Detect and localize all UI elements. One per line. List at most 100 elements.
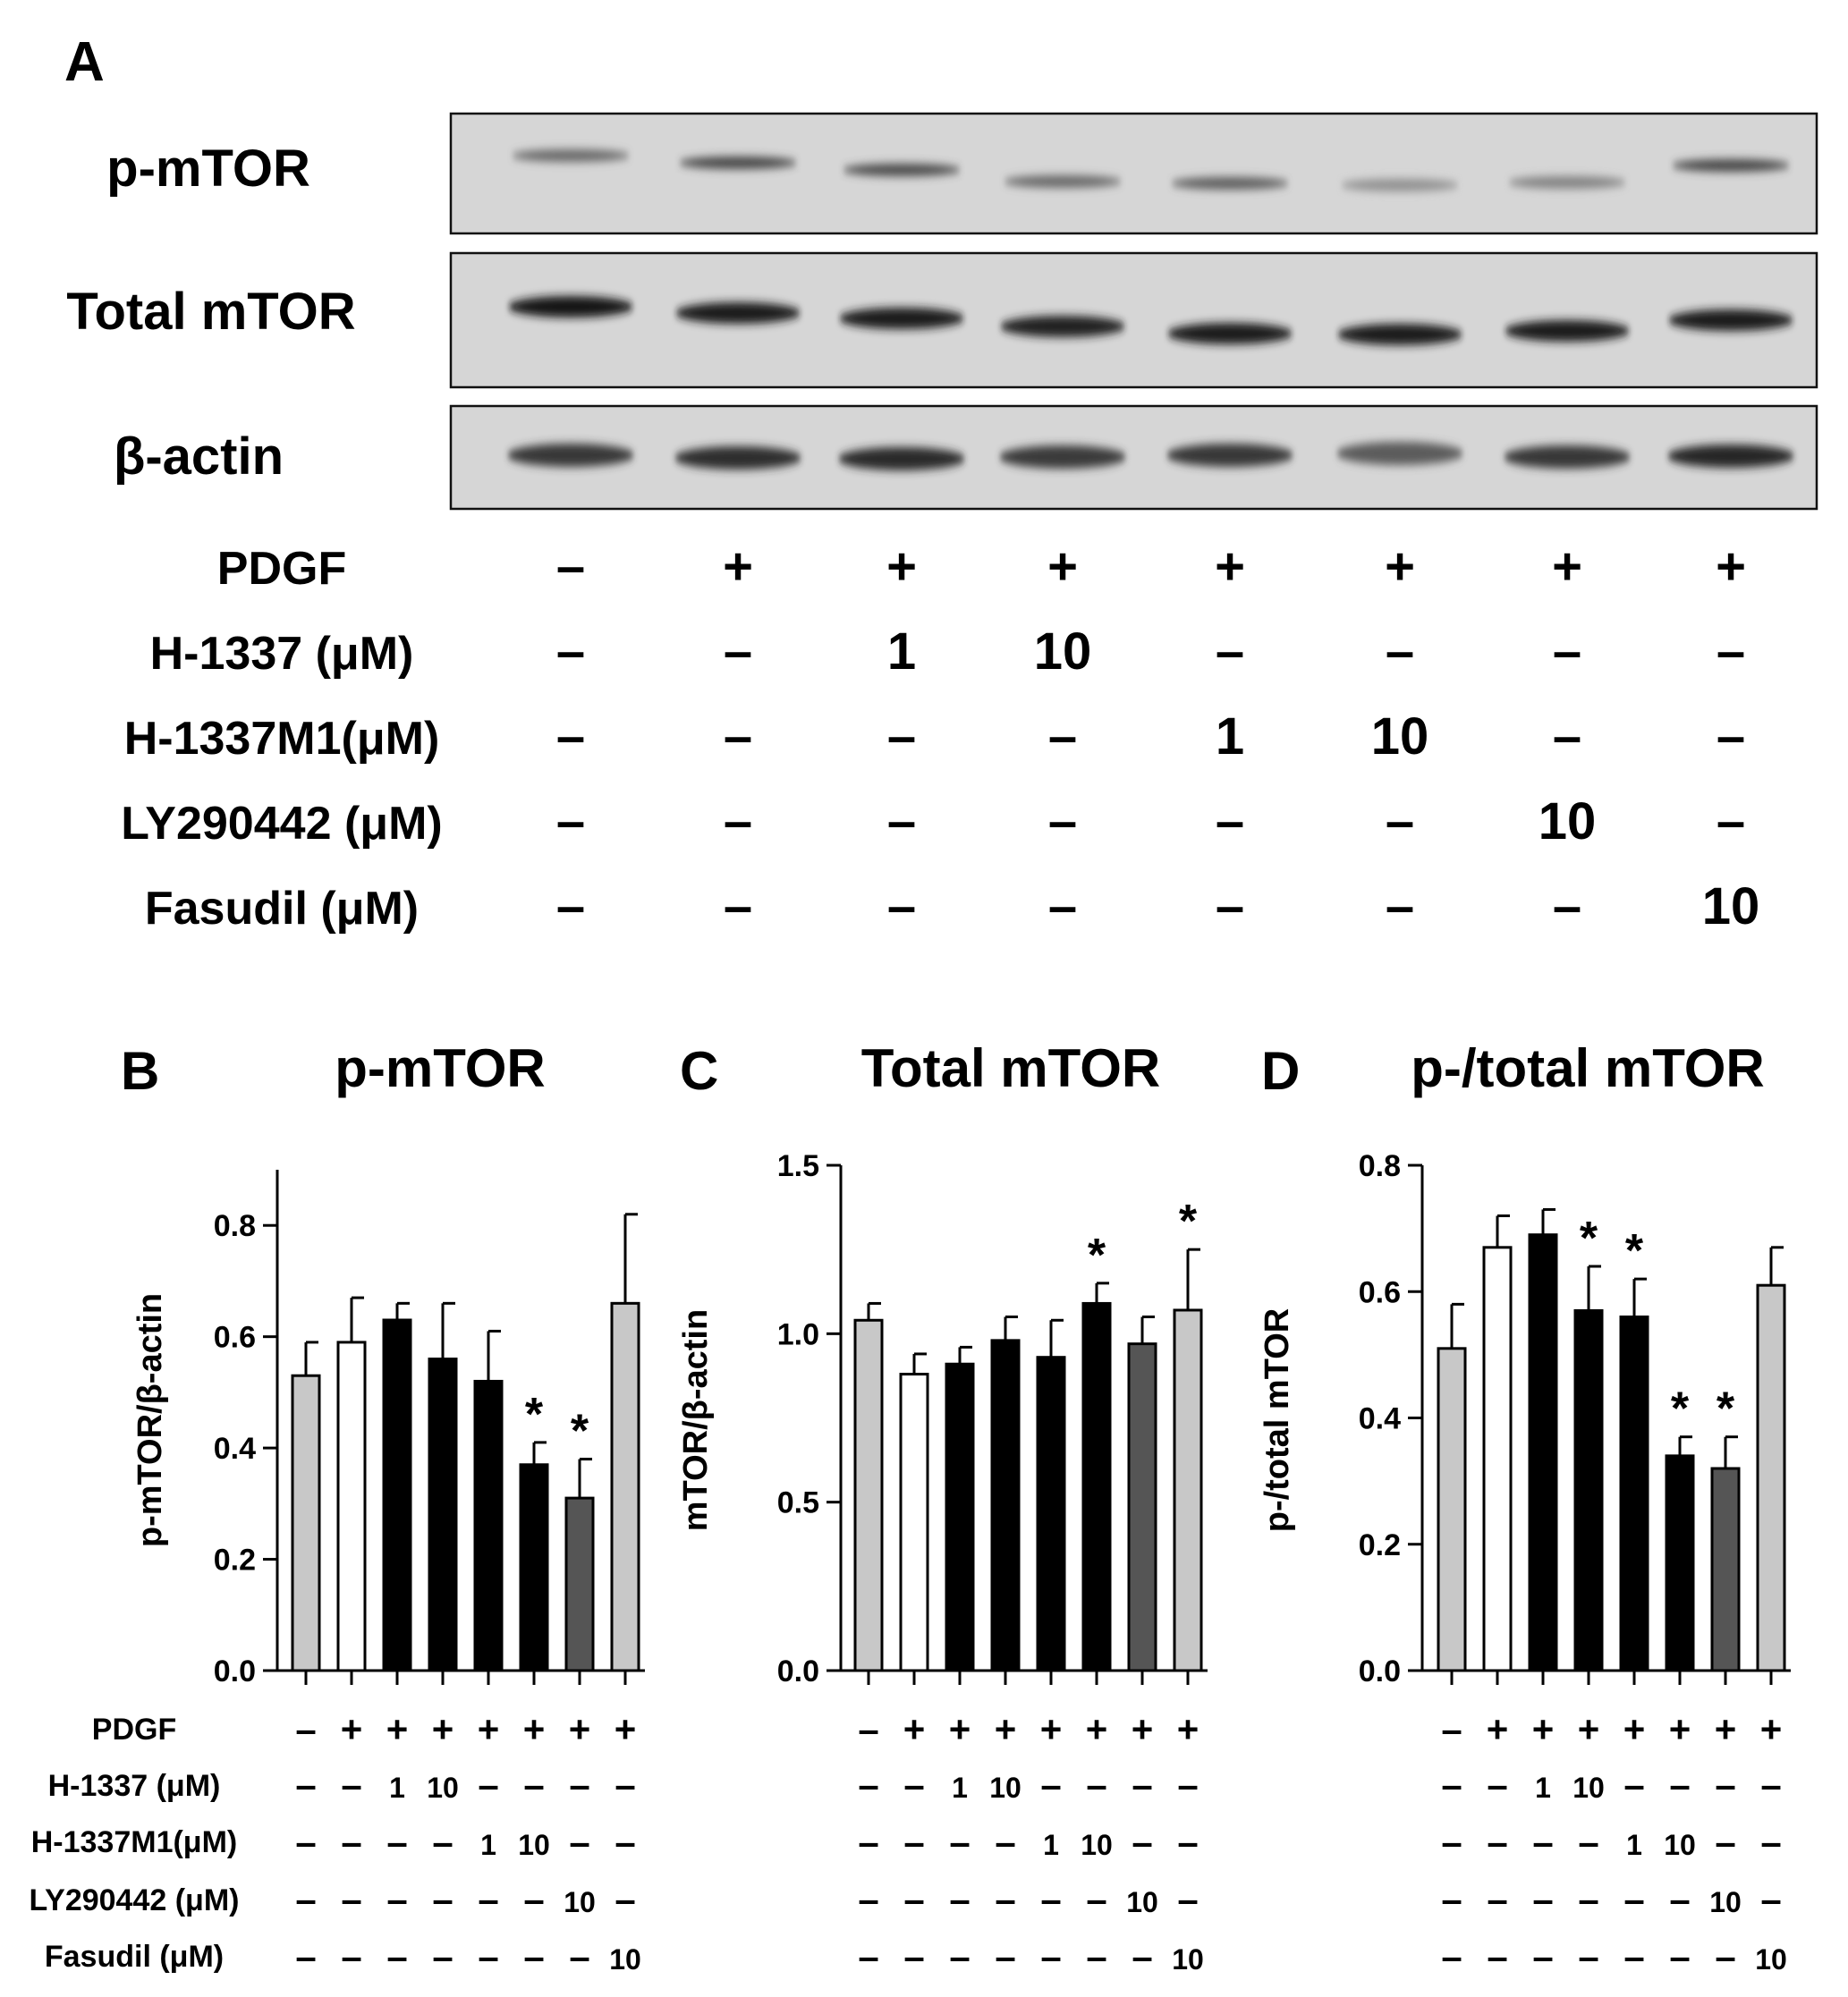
p-total-mtor-significance-7: * xyxy=(1717,1384,1735,1435)
panel-c-title: Total mTOR xyxy=(861,1038,1160,1098)
p-mtor-condition-fasudil-m-8: 10 xyxy=(609,1943,641,1976)
total-mtor-y-tick-label: 0.5 xyxy=(777,1486,819,1520)
p-mtor-condition-fasudil-m-1: – xyxy=(295,1935,316,1977)
p-mtor-bar-3 xyxy=(382,1318,412,1672)
p-total-mtor-condition-fasudil-m-1: – xyxy=(1441,1935,1462,1977)
p-mtor-condition-pdgf-6: + xyxy=(523,1708,546,1750)
condition-cell-ly290442-m-lane-7: 10 xyxy=(1539,792,1597,850)
total-mtor-bar-5 xyxy=(1036,1356,1066,1672)
condition-cell-h-1337m1-m-lane-3: – xyxy=(887,707,916,766)
total-mtor-condition-ly290442-m-6: – xyxy=(1086,1878,1106,1920)
p-mtor-condition-h-1337m1-m-4: – xyxy=(432,1821,453,1863)
p-mtor-condition-fasudil-m-4: – xyxy=(432,1935,453,1977)
panel-a-condition-table: PDGF H-1337 (μM) H-1337M1(μM) LY290442 (… xyxy=(121,537,1759,935)
p-mtor-y-tick-label: 0.6 xyxy=(214,1321,256,1355)
condition-cell-pdgf-lane-6: + xyxy=(1385,537,1415,596)
total-mtor-bar-6 xyxy=(1081,1301,1112,1672)
total-mtor-y-tick-label: 0.0 xyxy=(777,1654,819,1688)
p-total-mtor-condition-fasudil-m-4: – xyxy=(1578,1935,1598,1977)
condition-cell-pdgf-lane-5: + xyxy=(1215,537,1245,596)
p-total-mtor-condition-fasudil-m-6: – xyxy=(1669,1935,1690,1977)
total-mtor-condition-h-1337m1-m-6: 10 xyxy=(1081,1829,1113,1861)
band-total-mtor-lane-1 xyxy=(508,296,633,317)
band-p-mtor-lane-1 xyxy=(512,149,630,162)
chart-condition-label-fasudil: Fasudil (μM) xyxy=(45,1940,224,1974)
total-mtor-condition-ly290442-m-5: – xyxy=(1040,1878,1061,1920)
p-total-mtor-condition-h-1337m1-m-2: – xyxy=(1487,1821,1507,1863)
p-total-mtor-condition-pdgf-4: + xyxy=(1578,1708,1600,1750)
total-mtor-condition-h-1337-m-2: – xyxy=(903,1764,924,1806)
condition-cell-pdgf-lane-1: – xyxy=(556,537,585,596)
blot-label-p-mtor: p-mTOR xyxy=(106,140,310,198)
p-total-mtor-condition-ly290442-m-3: – xyxy=(1532,1878,1553,1920)
total-mtor-condition-pdgf-6: + xyxy=(1086,1708,1108,1750)
panel-b-header: B p-mTOR xyxy=(121,1038,546,1101)
condition-cell-fasudil-m-lane-8: 10 xyxy=(1702,877,1760,935)
p-total-mtor-bar-4 xyxy=(1573,1308,1604,1672)
p-total-mtor-condition-ly290442-m-6: – xyxy=(1669,1878,1690,1920)
p-mtor-condition-ly290442-m-3: – xyxy=(386,1878,407,1920)
condition-cell-h-1337m1-m-lane-2: – xyxy=(724,707,752,766)
p-mtor-condition-h-1337-m-2: – xyxy=(341,1764,361,1806)
total-mtor-bar-7 xyxy=(1127,1342,1157,1672)
condition-cells: – + + + + + + + – – 1 10 – – – – – – – – 1 10 – – – – – – – – 10 – – – – – –… xyxy=(556,537,1759,935)
p-mtor-condition-ly290442-m-7: 10 xyxy=(564,1886,596,1918)
total-mtor-condition-h-1337-m-5: – xyxy=(1040,1764,1061,1806)
p-mtor-condition-pdgf-4: + xyxy=(432,1708,454,1750)
total-mtor-bar-3 xyxy=(945,1362,975,1672)
condition-cell-ly290442-m-lane-3: – xyxy=(887,792,916,850)
p-total-mtor-condition-ly290442-m-4: – xyxy=(1578,1878,1598,1920)
p-mtor-condition-fasudil-m-6: – xyxy=(523,1935,544,1977)
chart-condition-label-ly290442: LY290442 (μM) xyxy=(30,1883,240,1917)
p-total-mtor-y-tick-label: 0.8 xyxy=(1359,1149,1401,1183)
p-mtor-condition-ly290442-m-6: – xyxy=(523,1878,544,1920)
band-p-mtor-lane-7 xyxy=(1508,176,1626,189)
total-mtor-condition-h-1337-m-6: – xyxy=(1086,1764,1106,1806)
total-mtor-condition-pdgf-2: + xyxy=(903,1708,926,1750)
p-mtor-bar-7 xyxy=(564,1496,595,1672)
total-mtor-condition-h-1337m1-m-8: – xyxy=(1177,1821,1198,1863)
total-mtor-condition-ly290442-m-1: – xyxy=(858,1878,878,1920)
p-mtor-bar-8 xyxy=(610,1301,640,1672)
p-total-mtor-bar-5 xyxy=(1619,1316,1649,1672)
p-total-mtor-significance-6: * xyxy=(1671,1384,1690,1435)
p-total-mtor-condition-pdgf-6: + xyxy=(1669,1708,1691,1750)
p-total-mtor-condition-pdgf-2: + xyxy=(1487,1708,1509,1750)
p-total-mtor-condition-pdgf-8: + xyxy=(1760,1708,1783,1750)
total-mtor-condition-fasudil-m-1: – xyxy=(858,1935,878,1977)
total-mtor-condition-fasudil-m-2: – xyxy=(903,1935,924,1977)
p-total-mtor-bar-3 xyxy=(1528,1233,1558,1672)
p-total-mtor-y-tick-label: 0.4 xyxy=(1359,1402,1401,1436)
total-mtor-condition-pdgf-4: + xyxy=(995,1708,1017,1750)
p-mtor-condition-pdgf-7: + xyxy=(569,1708,591,1750)
condition-cell-h-1337m1-m-lane-1: – xyxy=(556,707,585,766)
total-mtor-y-tick-label: 1.0 xyxy=(777,1317,819,1351)
total-mtor-condition-pdgf-1: – xyxy=(858,1708,878,1750)
p-mtor-y-tick-label: 0.4 xyxy=(214,1432,256,1466)
p-mtor-condition-h-1337-m-3: 1 xyxy=(389,1772,405,1804)
p-total-mtor-y-tick-label: 0.6 xyxy=(1359,1275,1401,1309)
band-p-mtor-lane-2 xyxy=(679,157,797,169)
total-mtor-condition-fasudil-m-4: – xyxy=(995,1935,1015,1977)
p-mtor-significance-6: * xyxy=(525,1389,544,1441)
p-mtor-y-tick-label: 0.2 xyxy=(214,1544,256,1578)
panel-d-letter: D xyxy=(1261,1041,1300,1101)
p-mtor-significance-7: * xyxy=(571,1406,589,1458)
condition-cell-pdgf-lane-8: + xyxy=(1716,537,1746,596)
p-mtor-condition-h-1337m1-m-8: – xyxy=(615,1821,635,1863)
p-mtor-condition-fasudil-m-2: – xyxy=(341,1935,361,1977)
p-total-mtor-condition-h-1337-m-2: – xyxy=(1487,1764,1507,1806)
condition-cell-ly290442-m-lane-5: – xyxy=(1216,792,1244,850)
band-p-mtor-lane-5 xyxy=(1171,177,1289,190)
p-total-mtor-condition-h-1337-m-7: – xyxy=(1715,1764,1735,1806)
p-mtor-bar-5 xyxy=(473,1379,504,1672)
p-mtor-bar-6 xyxy=(519,1463,549,1672)
total-mtor-condition-fasudil-m-5: – xyxy=(1040,1935,1061,1977)
p-mtor-condition-ly290442-m-8: – xyxy=(615,1878,635,1920)
condition-cell-ly290442-m-lane-2: – xyxy=(724,792,752,850)
p-total-mtor-condition-h-1337-m-3: 1 xyxy=(1535,1772,1551,1804)
p-total-mtor-condition-fasudil-m-3: – xyxy=(1532,1935,1553,1977)
condition-cell-fasudil-m-lane-4: – xyxy=(1048,877,1077,935)
p-total-mtor-condition-h-1337m1-m-5: 1 xyxy=(1626,1829,1642,1861)
